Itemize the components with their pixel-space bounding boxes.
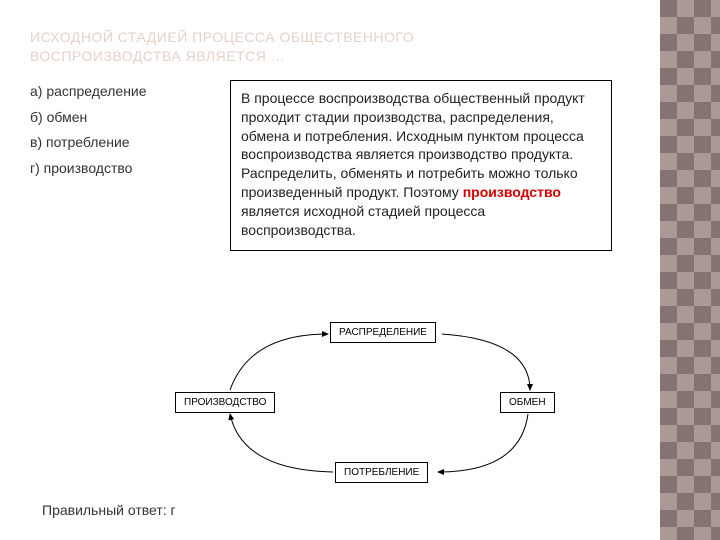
correct-answer: Правильный ответ: г bbox=[42, 502, 176, 518]
node-top: РАСПРЕДЕЛЕНИЕ bbox=[330, 322, 436, 343]
question-title: ИСХОДНОЙ СТАДИЕЙ ПРОЦЕССА ОБЩЕСТВЕННОГО … bbox=[30, 28, 640, 66]
answer-options: а) распределение б) обмен в) потребление… bbox=[30, 80, 210, 183]
node-right: ОБМЕН bbox=[500, 392, 555, 413]
cycle-diagram: РАСПРЕДЕЛЕНИЕ ОБМЕН ПОТРЕБЛЕНИЕ ПРОИЗВОД… bbox=[130, 322, 600, 492]
slide-content: ИСХОДНОЙ СТАДИЕЙ ПРОЦЕССА ОБЩЕСТВЕННОГО … bbox=[0, 0, 660, 540]
option-a: а) распределение bbox=[30, 80, 210, 104]
question-row: а) распределение б) обмен в) потребление… bbox=[30, 80, 640, 251]
side-diamond-pattern bbox=[660, 0, 720, 540]
node-left: ПРОИЗВОДСТВО bbox=[175, 392, 275, 413]
explanation-box: В процессе воспроизводства общественный … bbox=[230, 80, 612, 251]
node-bottom: ПОТРЕБЛЕНИЕ bbox=[335, 462, 428, 483]
title-line-2: ВОСПРОИЗВОДСТВА ЯВЛЯЕТСЯ … bbox=[30, 48, 285, 64]
explain-after: является исходной стадией процесса воспр… bbox=[241, 203, 485, 238]
option-d: г) производство bbox=[30, 157, 210, 181]
explain-highlight: производство bbox=[463, 184, 561, 200]
title-line-1: ИСХОДНОЙ СТАДИЕЙ ПРОЦЕССА ОБЩЕСТВЕННОГО bbox=[30, 29, 414, 45]
option-b: б) обмен bbox=[30, 106, 210, 130]
option-c: в) потребление bbox=[30, 131, 210, 155]
